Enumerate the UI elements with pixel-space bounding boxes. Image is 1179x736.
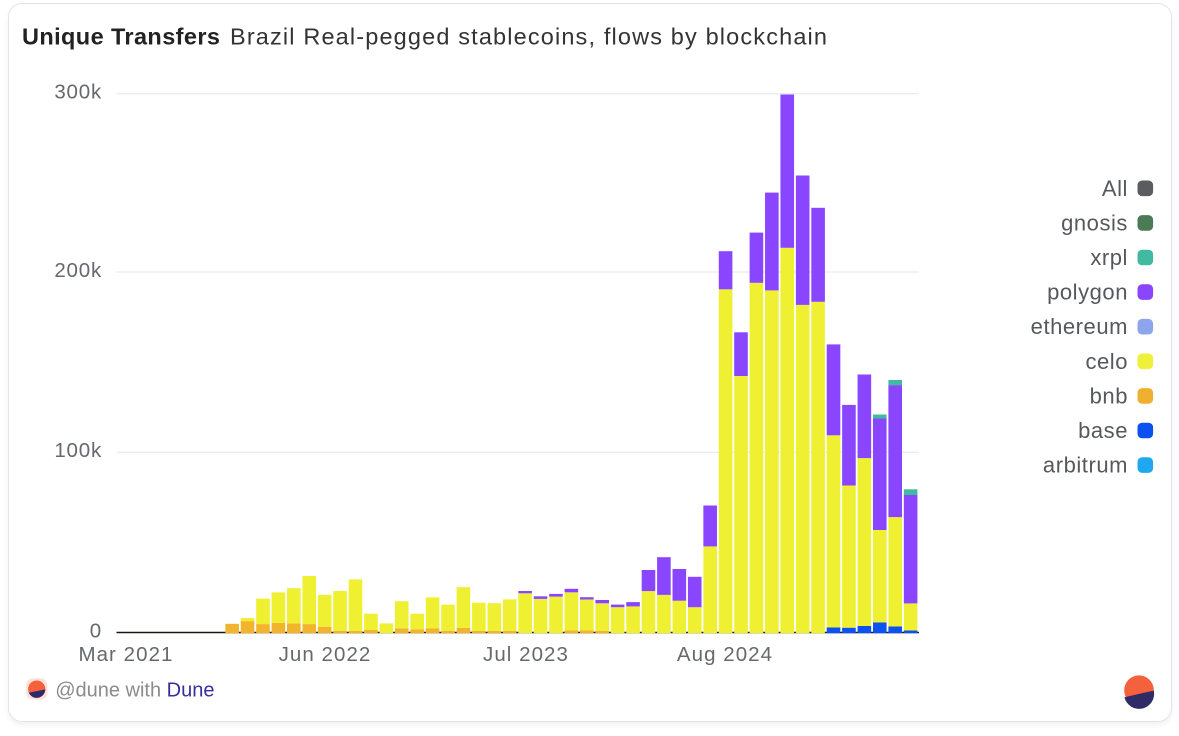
svg-text:Mar 2021: Mar 2021 bbox=[78, 643, 173, 666]
svg-text:Jun 2022: Jun 2022 bbox=[279, 643, 372, 666]
svg-text:100k: 100k bbox=[54, 439, 102, 462]
svg-text:0: 0 bbox=[90, 619, 102, 642]
svg-text:Aug 2024: Aug 2024 bbox=[677, 643, 773, 666]
svg-text:gnosis: gnosis bbox=[1061, 210, 1128, 235]
svg-text:base: base bbox=[1078, 418, 1128, 443]
svg-text:arbitrum: arbitrum bbox=[1043, 453, 1128, 478]
svg-text:bnb: bnb bbox=[1090, 383, 1128, 408]
svg-text:@dune with Dune: @dune with Dune bbox=[55, 680, 214, 702]
svg-text:All: All bbox=[1102, 176, 1128, 201]
svg-text:Unique Transfers: Unique Transfers bbox=[22, 24, 220, 50]
svg-text:polygon: polygon bbox=[1047, 280, 1128, 305]
svg-text:celo: celo bbox=[1085, 349, 1128, 374]
svg-text:xrpl: xrpl bbox=[1090, 245, 1128, 270]
svg-text:Jul 2023: Jul 2023 bbox=[483, 643, 569, 666]
svg-text:ethereum: ethereum bbox=[1031, 314, 1128, 339]
svg-text:200k: 200k bbox=[54, 259, 102, 282]
svg-text:Brazil Real-pegged stablecoins: Brazil Real-pegged stablecoins, flows by… bbox=[230, 24, 828, 50]
svg-text:300k: 300k bbox=[54, 81, 102, 104]
